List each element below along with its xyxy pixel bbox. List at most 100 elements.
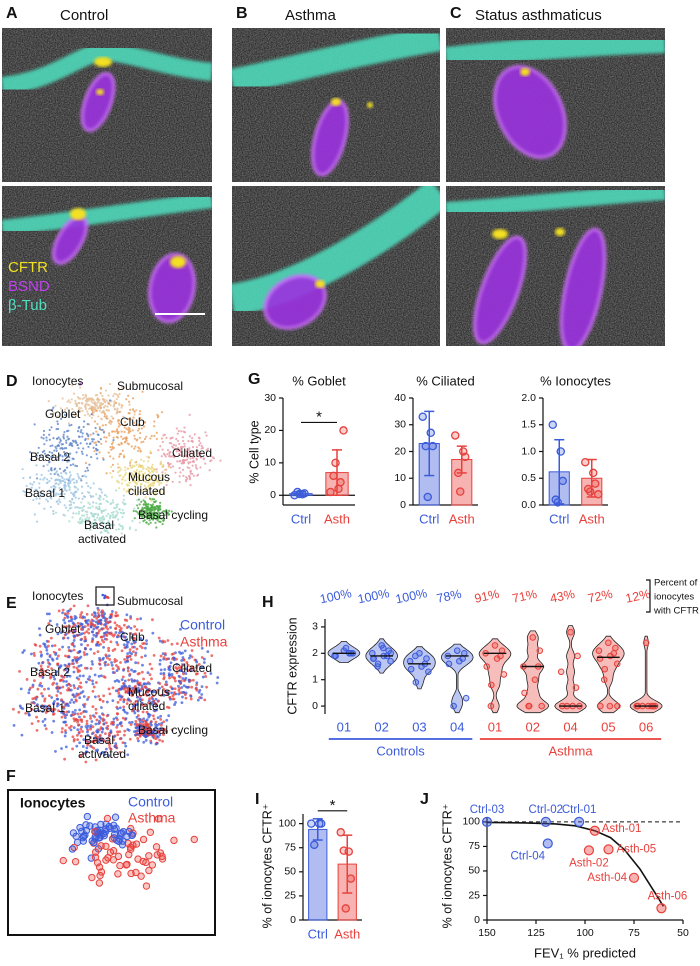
cell-dot: [62, 433, 65, 436]
cell-dot: [124, 717, 128, 720]
cell-dot: [86, 677, 90, 681]
cell-dot: [108, 434, 111, 437]
cell-dot: [133, 633, 137, 636]
cell-dot: [109, 640, 113, 644]
cell-dot: [76, 728, 80, 732]
cell-dot: [92, 414, 95, 417]
cell-dot: [181, 436, 185, 439]
cell-dot: [155, 431, 158, 434]
cell-dot: [65, 713, 69, 717]
cell-dot: [138, 521, 141, 524]
cell-dot: [147, 467, 151, 470]
cell-dot: [52, 719, 56, 723]
ionocyte-dot: [126, 843, 135, 851]
cell-dot: [115, 435, 119, 438]
cell-dot: [52, 406, 55, 409]
cell-dot: [121, 501, 125, 504]
data-point: [583, 845, 595, 856]
cell-dot: [70, 501, 73, 504]
cell-dot: [190, 437, 194, 440]
cell-dot: [55, 500, 58, 503]
cell-dot: [157, 505, 160, 508]
data-point: [421, 441, 430, 451]
cell-dot: [139, 511, 142, 514]
cell-dot: [113, 408, 116, 411]
micrograph: [446, 186, 665, 346]
cell-dot: [97, 615, 100, 619]
cell-dot: [108, 658, 112, 661]
cluster-label: activated: [78, 532, 126, 546]
data-point: [595, 647, 603, 654]
cell-dot: [152, 492, 155, 495]
cell-dot: [68, 701, 72, 704]
cell-dot: [44, 669, 47, 673]
cell-dot: [20, 733, 24, 737]
cell-dot: [195, 660, 199, 664]
cell-dot: [129, 408, 132, 411]
cell-dot: [130, 668, 133, 672]
data-point: [455, 487, 465, 496]
cell-dot: [137, 512, 140, 516]
cell-dot: [89, 486, 92, 489]
cell-dot: [82, 447, 85, 450]
cell-dot: [89, 622, 93, 626]
cell-dot: [82, 393, 85, 397]
cell-dot: [64, 731, 68, 735]
cell-dot: [52, 509, 55, 513]
ionocyte-dot: [152, 843, 161, 851]
cell-dot: [145, 503, 148, 507]
cell-dot: [98, 498, 102, 501]
cell-dot: [86, 698, 89, 701]
cell-dot: [81, 475, 84, 478]
cell-dot: [88, 463, 91, 466]
cell-dot: [92, 432, 95, 435]
cell-dot: [69, 464, 72, 467]
cell-dot: [98, 518, 101, 521]
cell-dot: [69, 615, 73, 619]
cell-dot: [154, 697, 158, 701]
cell-dot: [182, 474, 185, 477]
cell-dot: [40, 436, 43, 439]
data-point: [428, 441, 437, 451]
cell-dot: [75, 699, 78, 703]
cell-dot: [106, 727, 110, 731]
cell-dot: [104, 653, 108, 657]
cell-dot: [122, 708, 126, 712]
cell-dot: [123, 657, 127, 661]
cell-dot: [81, 435, 84, 438]
cell-dot: [146, 517, 149, 520]
cell-dot: [96, 397, 100, 400]
cell-dot: [168, 441, 171, 445]
cell-dot: [122, 454, 125, 457]
cell-dot: [99, 618, 103, 622]
cell-dot: [150, 667, 154, 671]
cell-dot: [128, 430, 131, 433]
ionocyte-dot: [142, 858, 150, 867]
cell-dot: [175, 427, 178, 430]
cell-dot: [78, 708, 82, 712]
cell-dot: [27, 713, 31, 717]
cell-dot: [109, 445, 112, 449]
data-point: [553, 498, 563, 507]
ionocyte-dot: [128, 831, 136, 839]
cell-dot: [203, 698, 207, 702]
cell-dot: [168, 509, 171, 512]
micrograph: [2, 28, 212, 182]
cell-dot: [73, 493, 76, 497]
point-label: Asth-02: [569, 857, 609, 869]
point-label: Asth-06: [648, 890, 688, 902]
cell-dot: [88, 503, 91, 506]
cell-dot: [50, 467, 53, 470]
cell-dot: [104, 624, 108, 628]
cell-dot: [151, 512, 154, 515]
data-point: [488, 681, 495, 689]
data-point: [339, 846, 348, 855]
cell-dot: [135, 494, 139, 497]
ionocyte-dot: [97, 842, 105, 850]
cell-dot: [91, 411, 94, 414]
cell-dot: [64, 729, 67, 732]
cell-dot: [137, 507, 140, 510]
cell-dot: [183, 426, 186, 429]
cell-dot: [57, 493, 60, 496]
cell-dot: [77, 497, 80, 500]
